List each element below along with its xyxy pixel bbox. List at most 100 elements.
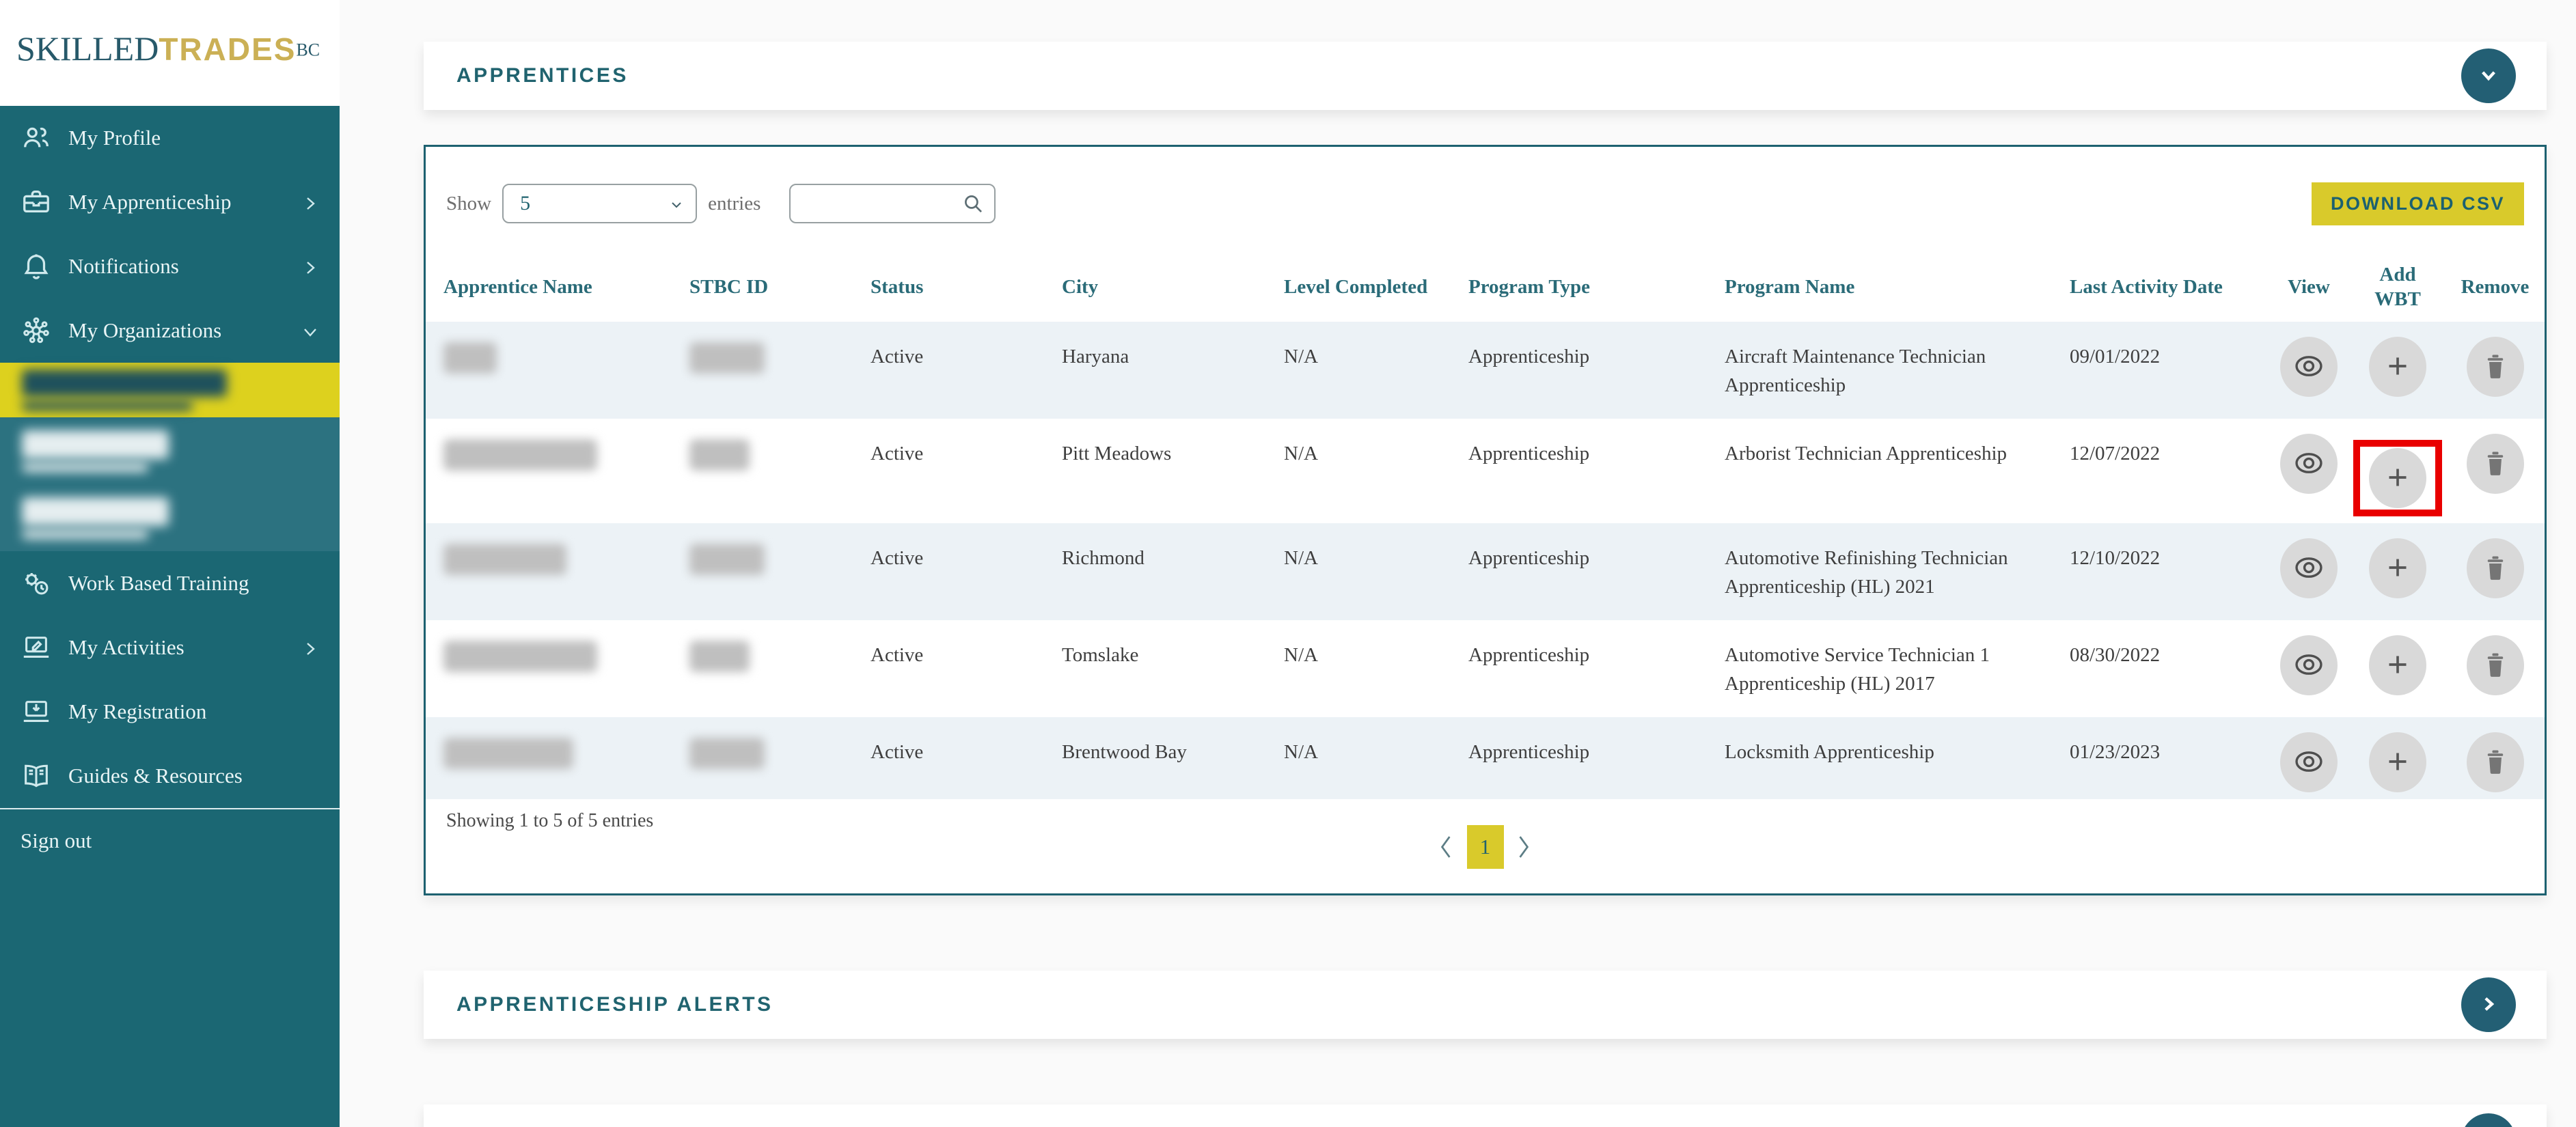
- program-name-cell: Automotive Refinishing Technician Appren…: [1725, 547, 2008, 598]
- sidebar-suborganization-2[interactable]: [0, 484, 340, 551]
- redacted-apprentice-name: [443, 641, 597, 672]
- sidebar-active-organization[interactable]: [0, 363, 340, 417]
- sidebar-item-sign-out[interactable]: Sign out: [0, 809, 340, 872]
- sidebar-item-my-registration[interactable]: My Registration: [0, 680, 340, 744]
- plus-icon: [2384, 651, 2411, 680]
- sidebar-suborganization-1[interactable]: [0, 417, 340, 484]
- previous-page-button[interactable]: [1438, 833, 1455, 861]
- city-cell: Brentwood Bay: [1062, 741, 1187, 763]
- view-button[interactable]: [2280, 434, 2338, 494]
- briefcase-icon: [20, 186, 52, 218]
- expand-section-button[interactable]: [2461, 1113, 2516, 1127]
- view-button[interactable]: [2280, 538, 2338, 598]
- trash-icon: [2483, 748, 2508, 777]
- col-status[interactable]: Status: [871, 275, 924, 298]
- sidebar-item-label: My Organizations: [68, 318, 222, 342]
- chevron-down-icon: [2475, 61, 2502, 91]
- table-row: Active Richmond N/A Apprenticeship Autom…: [426, 523, 2545, 620]
- page-size-select[interactable]: 5: [502, 184, 698, 223]
- sidebar-divider: [0, 808, 340, 809]
- col-view: View: [2288, 275, 2330, 298]
- sidebar-item-my-activities[interactable]: My Activities: [0, 615, 340, 680]
- trash-icon: [2483, 554, 2508, 583]
- add-wbt-button[interactable]: [2369, 635, 2426, 695]
- collapse-apprentices-button[interactable]: [2461, 48, 2516, 103]
- redacted-apprentice-name: [443, 544, 566, 575]
- table-row: Active Tomslake N/A Apprenticeship Autom…: [426, 620, 2545, 717]
- add-wbt-button[interactable]: [2369, 732, 2426, 792]
- chevron-right-icon: [301, 639, 319, 656]
- chevron-down-icon: [301, 322, 319, 339]
- col-remove: Remove: [2461, 275, 2530, 298]
- remove-button[interactable]: [2466, 732, 2524, 792]
- page-number[interactable]: 1: [1466, 825, 1504, 869]
- status-cell: Active: [871, 644, 924, 666]
- sidebar-item-notifications[interactable]: Notifications: [0, 234, 340, 298]
- profile-icon: [20, 122, 52, 154]
- remove-button[interactable]: [2466, 337, 2524, 397]
- program-name-cell: Arborist Technician Apprenticeship: [1725, 443, 2007, 464]
- redacted-suborganization-name: [22, 430, 169, 459]
- program-type-cell: Apprenticeship: [1468, 443, 1590, 464]
- download-csv-button[interactable]: DOWNLOAD CSV: [2312, 182, 2524, 225]
- sidebar-item-guides-resources[interactable]: Guides & Resources: [0, 744, 340, 808]
- sidebar-item-label: Work Based Training: [68, 571, 249, 595]
- redacted-apprentice-name: [443, 342, 497, 374]
- col-level-completed[interactable]: Level Completed: [1284, 275, 1428, 298]
- program-type-cell: Apprenticeship: [1468, 644, 1590, 666]
- col-apprentice-name[interactable]: Apprentice Name: [443, 275, 592, 298]
- redacted-apprentice-name: [443, 439, 597, 471]
- program-name-cell: Locksmith Apprenticeship: [1725, 741, 1934, 763]
- remove-button[interactable]: [2466, 635, 2524, 695]
- col-last-activity-date[interactable]: Last Activity Date: [2070, 275, 2223, 298]
- sidebar-item-label: My Profile: [68, 126, 161, 150]
- remove-button[interactable]: [2466, 538, 2524, 598]
- add-wbt-button[interactable]: [2369, 337, 2426, 397]
- book-icon: [20, 760, 52, 792]
- status-cell: Active: [871, 443, 924, 464]
- redacted-organization-subtext: [22, 402, 193, 411]
- trash-icon: [2483, 352, 2508, 382]
- highlight-box: [2353, 440, 2442, 516]
- last-activity-cell: 12/10/2022: [2070, 547, 2161, 569]
- view-button[interactable]: [2280, 337, 2338, 397]
- program-type-cell: Apprenticeship: [1468, 346, 1590, 367]
- col-program-name[interactable]: Program Name: [1725, 275, 1855, 298]
- redacted-stbc-id: [689, 439, 750, 471]
- sidebar-item-label: My Apprenticeship: [68, 190, 232, 214]
- view-button[interactable]: [2280, 635, 2338, 695]
- search-icon: [961, 192, 985, 215]
- apprentices-table-card: Show 5 entries DOWNLOAD CSV Apprentice N…: [424, 145, 2547, 895]
- eye-icon: [2293, 750, 2325, 775]
- status-cell: Active: [871, 547, 924, 569]
- col-city[interactable]: City: [1062, 275, 1099, 298]
- sidebar-nav: My Profile My Apprenticeship Notificatio…: [0, 106, 340, 1127]
- program-name-cell: Automotive Service Technician 1 Apprenti…: [1725, 644, 1990, 695]
- redacted-stbc-id: [689, 342, 765, 374]
- city-cell: Pitt Meadows: [1062, 443, 1172, 464]
- eye-icon: [2293, 653, 2325, 678]
- add-wbt-button[interactable]: [2369, 538, 2426, 598]
- table-search: [789, 184, 996, 223]
- expand-alerts-button[interactable]: [2461, 977, 2516, 1032]
- city-cell: Tomslake: [1062, 644, 1139, 666]
- view-button[interactable]: [2280, 732, 2338, 792]
- next-page-button[interactable]: [1516, 833, 1533, 861]
- col-program-type[interactable]: Program Type: [1468, 275, 1591, 298]
- col-stbc-id[interactable]: STBC ID: [689, 275, 769, 298]
- search-input[interactable]: [803, 193, 962, 214]
- program-type-cell: Apprenticeship: [1468, 741, 1590, 763]
- trash-icon: [2483, 449, 2508, 479]
- sidebar-item-my-apprenticeship[interactable]: My Apprenticeship: [0, 170, 340, 234]
- logo-bc: BC: [296, 40, 320, 60]
- chevron-right-icon: [2475, 990, 2502, 1020]
- sidebar-item-my-organizations[interactable]: My Organizations: [0, 298, 340, 363]
- gears-clock-icon: [20, 568, 52, 599]
- redacted-suborganization-subtext: [22, 529, 148, 539]
- sidebar-item-my-profile[interactable]: My Profile: [0, 106, 340, 170]
- remove-button[interactable]: [2466, 434, 2524, 494]
- laptop-pencil-icon: [20, 632, 52, 663]
- sidebar-item-label: Notifications: [68, 254, 179, 278]
- sidebar-item-work-based-training[interactable]: Work Based Training: [0, 551, 340, 615]
- add-wbt-button[interactable]: [2369, 448, 2426, 508]
